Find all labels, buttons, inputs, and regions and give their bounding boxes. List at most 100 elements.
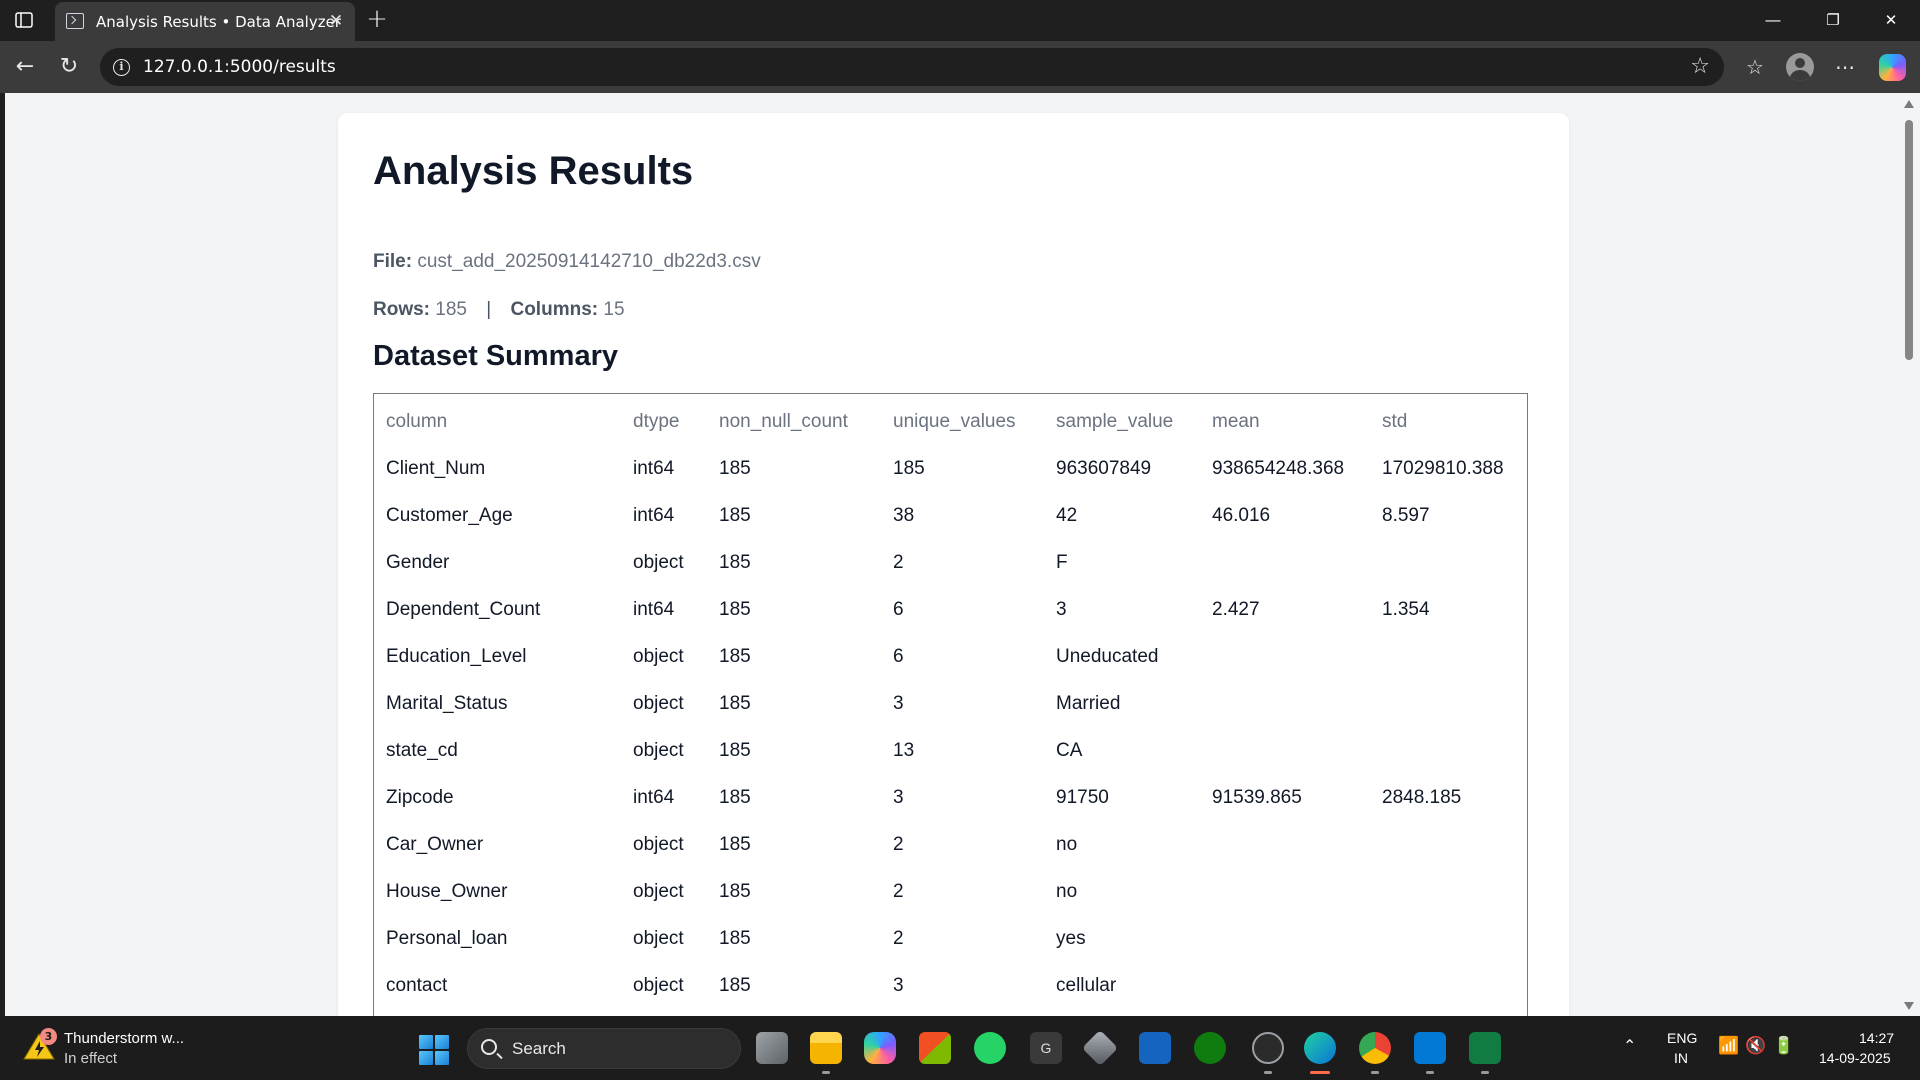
- table-cell: 46.016: [1212, 504, 1271, 526]
- table-cell: int64: [633, 786, 675, 808]
- table-cell: 938654248.368: [1212, 457, 1345, 479]
- table-cell: 6: [893, 645, 904, 667]
- minimize-icon[interactable]: ―: [1765, 11, 1781, 29]
- microsoft-store-icon[interactable]: [919, 1032, 951, 1064]
- scroll-down-icon[interactable]: [1904, 1002, 1914, 1010]
- site-info-icon[interactable]: i: [113, 59, 130, 76]
- analytics-app-icon[interactable]: [1139, 1032, 1171, 1064]
- table-cell: CA: [1056, 739, 1083, 761]
- rows-value: 185: [435, 299, 467, 320]
- table-cell: object: [633, 739, 684, 761]
- tab-title: Analysis Results • Data Analyzer: [96, 13, 341, 31]
- file-explorer-running-indicator: [822, 1071, 830, 1074]
- table-cell: Married: [1056, 692, 1121, 714]
- browser-title-bar: Analysis Results • Data Analyzer ✕ + ― ❐…: [0, 0, 1920, 41]
- table-cell: 3: [1056, 598, 1067, 620]
- language-code[interactable]: ENG: [1667, 1030, 1698, 1046]
- table-header-cell: dtype: [633, 410, 680, 432]
- battery-icon[interactable]: 🔋: [1773, 1036, 1795, 1055]
- new-tab-icon[interactable]: +: [366, 4, 388, 34]
- table-cell: Customer_Age: [386, 504, 513, 526]
- table-cell: [1212, 821, 1382, 868]
- table-cell: 185: [719, 692, 751, 714]
- table-cell: [1212, 915, 1382, 962]
- g-app-icon[interactable]: G: [1030, 1032, 1062, 1064]
- table-header-cell: column: [386, 410, 448, 432]
- table-cell: Client_Num: [386, 457, 486, 479]
- file-label: File:: [373, 251, 413, 272]
- favorites-icon[interactable]: ☆: [1746, 55, 1764, 79]
- whatsapp-icon[interactable]: [974, 1032, 1006, 1064]
- table-cell: Personal_loan: [386, 927, 508, 949]
- more-options-icon[interactable]: ⋯: [1835, 55, 1855, 79]
- table-row: Client_Num int64 185 185 963607849 938654248.…: [386, 445, 1522, 492]
- region-code[interactable]: IN: [1674, 1050, 1688, 1066]
- table-cell: [1382, 915, 1522, 962]
- excel-icon[interactable]: [1469, 1032, 1501, 1064]
- url-text[interactable]: 127.0.0.1:5000/results: [143, 57, 336, 77]
- copilot-icon[interactable]: [1879, 54, 1906, 81]
- show-hidden-icons-icon[interactable]: ⌃: [1623, 1038, 1637, 1055]
- table-cell: 2848.185: [1382, 786, 1462, 808]
- table-row: state_cd object 185 13 CA: [386, 727, 1522, 774]
- wifi-icon[interactable]: 📶: [1718, 1036, 1740, 1055]
- tab-close-icon[interactable]: ✕: [328, 11, 344, 31]
- page-scrollbar[interactable]: [1898, 93, 1920, 1016]
- table-cell: object: [633, 645, 684, 667]
- clock-time[interactable]: 14:27: [1859, 1030, 1895, 1046]
- address-bar[interactable]: i 127.0.0.1:5000/results ☆: [100, 48, 1724, 86]
- page-viewport: Analysis Results File: cust_add_20250914…: [5, 93, 1898, 1016]
- table-cell: [1212, 680, 1382, 727]
- edge-icon[interactable]: [1304, 1032, 1336, 1064]
- vscode-running-indicator: [1426, 1071, 1434, 1074]
- back-arrow-icon[interactable]: ←: [15, 54, 35, 79]
- scrollbar-thumb[interactable]: [1905, 120, 1913, 360]
- restore-icon[interactable]: ❐: [1826, 11, 1840, 29]
- table-cell: object: [633, 692, 684, 714]
- table-header-cell: std: [1382, 410, 1408, 432]
- file-explorer-icon[interactable]: [810, 1032, 842, 1064]
- copilot-app-icon[interactable]: [864, 1032, 896, 1064]
- window-close-icon[interactable]: ✕: [1884, 11, 1898, 29]
- active-tab[interactable]: Analysis Results • Data Analyzer ✕: [55, 2, 355, 41]
- taskbar-search[interactable]: Search: [467, 1028, 741, 1069]
- shape-separator: |: [486, 299, 492, 320]
- table-cell: 3: [893, 692, 904, 714]
- weather-title[interactable]: Thunderstorm w...: [64, 1030, 185, 1047]
- table-cell: [1382, 821, 1522, 868]
- table-header-row: column dtype non_null_count unique_values sa…: [386, 398, 1522, 445]
- table-body: Client_Num int64 185 185 963607849 938654248.…: [386, 445, 1522, 1009]
- windows-start-icon[interactable]: [419, 1035, 449, 1065]
- table-row: Personal_loan object 185 2 yes: [386, 915, 1522, 962]
- table-row: Dependent_Count int64 185 6 3 2.427 1.354: [386, 586, 1522, 633]
- table-cell: 13: [893, 739, 915, 761]
- table-cell: yes: [1056, 927, 1086, 949]
- thunderstorm-warning-icon[interactable]: [22, 1031, 56, 1061]
- favorite-star-icon[interactable]: ☆: [1690, 54, 1710, 79]
- table-cell: 2: [893, 833, 904, 855]
- table-cell: 185: [719, 457, 751, 479]
- table-header-cell: unique_values: [893, 410, 1016, 432]
- table-cell: House_Owner: [386, 880, 508, 902]
- profile-avatar-icon[interactable]: [1786, 53, 1814, 81]
- chrome-icon[interactable]: [1359, 1032, 1391, 1064]
- table-row: Education_Level object 185 6 Uneducated: [386, 633, 1522, 680]
- clock-date[interactable]: 14-09-2025: [1819, 1050, 1891, 1066]
- results-card: Analysis Results File: cust_add_20250914…: [338, 113, 1569, 1016]
- cube-app-icon[interactable]: [1081, 1029, 1119, 1067]
- table-row: Car_Owner object 185 2 no: [386, 821, 1522, 868]
- table-cell: 91750: [1056, 786, 1109, 808]
- xbox-icon[interactable]: [1194, 1032, 1226, 1064]
- vscode-icon[interactable]: [1414, 1032, 1446, 1064]
- sidebar-toggle-icon[interactable]: [14, 10, 34, 30]
- scroll-up-icon[interactable]: [1904, 100, 1914, 108]
- table-cell: 1.354: [1382, 598, 1430, 620]
- table-cell: Education_Level: [386, 645, 527, 667]
- volume-muted-icon[interactable]: 🔇: [1745, 1036, 1767, 1055]
- table-cell: 42: [1056, 504, 1078, 526]
- table-cell: 6: [893, 598, 904, 620]
- reload-icon[interactable]: ↻: [59, 54, 79, 79]
- chatgpt-icon[interactable]: [1252, 1032, 1284, 1064]
- task-view-icon[interactable]: [756, 1032, 788, 1064]
- table-cell: 185: [719, 786, 751, 808]
